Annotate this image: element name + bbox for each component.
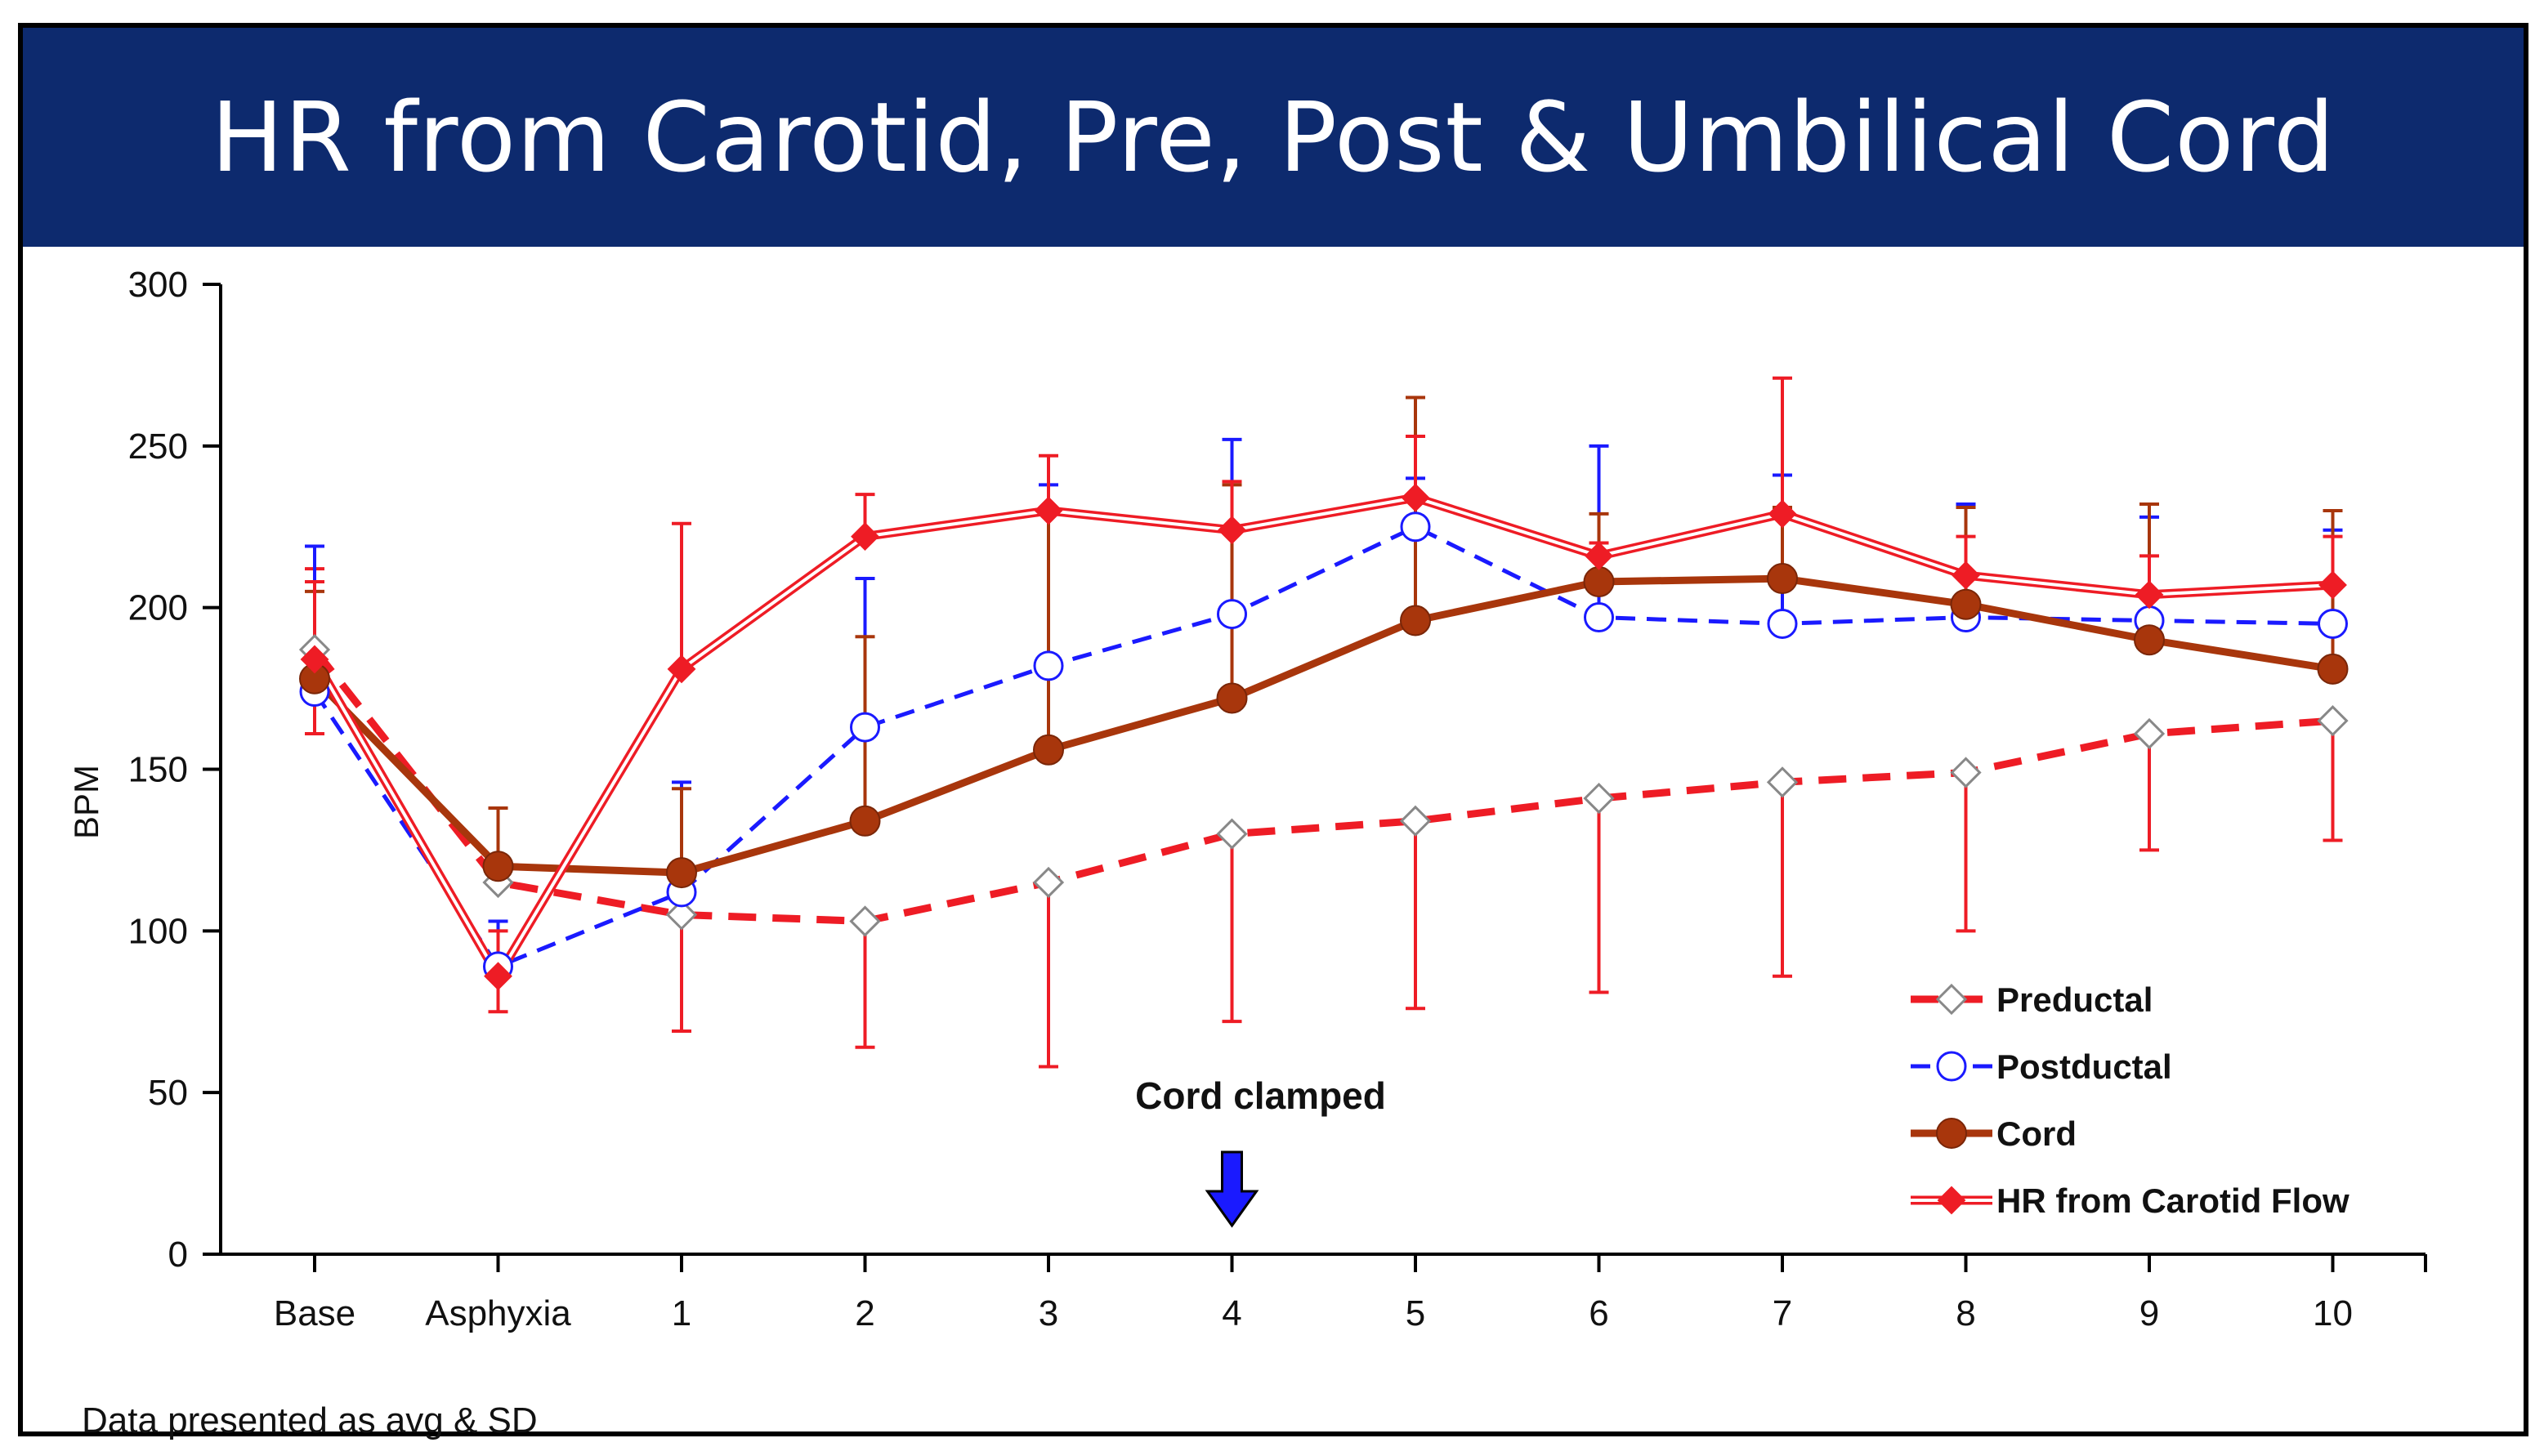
x-tick-label: 8 — [1956, 1293, 1975, 1333]
error-bars-layer — [305, 378, 2343, 1067]
legend-marker-preductal — [1938, 985, 1965, 1013]
preductal-point — [1402, 807, 1429, 835]
cord-point — [1585, 567, 1614, 596]
y-tick-label: 250 — [128, 427, 188, 467]
series-lines-layer — [315, 498, 2333, 976]
cord-clamped-arrow — [1208, 1152, 1257, 1226]
y-tick-label: 0 — [168, 1235, 188, 1275]
y-axis-title: BPM — [67, 765, 105, 839]
legend-item-hr-from-carotid-flow: HR from Carotid Flow — [1911, 1181, 2350, 1220]
hr-from-carotid-flow-point — [1219, 517, 1245, 543]
cord-point — [851, 806, 880, 836]
hr-from-carotid-flow-point — [2320, 572, 2346, 598]
legend-label-cord: Cord — [1996, 1114, 2077, 1153]
cord-line — [315, 578, 2333, 873]
x-tick-label: 6 — [1589, 1293, 1608, 1333]
legend-label-preductal: Preductal — [1996, 980, 2153, 1019]
legend-item-postductal: Postductal — [1911, 1047, 2172, 1086]
cord-point — [484, 851, 513, 881]
x-tick-label: 4 — [1222, 1293, 1241, 1333]
x-tick-label: 2 — [855, 1293, 874, 1333]
postductal-point — [852, 713, 879, 741]
preductal-point — [1768, 768, 1796, 796]
cord-point — [2135, 625, 2164, 654]
hr-from-carotid-flow-point — [1953, 562, 1979, 588]
y-tick-label: 200 — [128, 588, 188, 628]
preductal-point — [852, 907, 879, 935]
legend-marker-postductal — [1938, 1052, 1965, 1080]
x-tick-label: 3 — [1039, 1293, 1058, 1333]
cord-point — [667, 858, 696, 887]
axes-layer: 0 50 100 150 200 250 300 Base Asphyxia 1 2 3 4 5 6 7 8 9 1… — [67, 265, 2426, 1333]
y-tick-label: 50 — [148, 1073, 188, 1113]
postductal-point — [1585, 604, 1613, 632]
y-tick-label: 150 — [128, 750, 188, 790]
markers-layer — [300, 485, 2348, 989]
hr-from-carotid-flow-point — [1035, 498, 1062, 524]
hr-from-carotid-flow-point — [2136, 582, 2162, 608]
x-tick-label: 5 — [1406, 1293, 1425, 1333]
preductal-point — [2319, 707, 2347, 735]
postductal-point — [1768, 610, 1796, 637]
hr-from-carotid-flow-point — [1402, 485, 1428, 511]
cord-clamped-label: Cord clamped — [1135, 1074, 1386, 1117]
cord-point — [1218, 683, 1247, 712]
postductal-point — [1402, 513, 1429, 541]
legend: Preductal Postductal Cord HR from Carotid F… — [1911, 980, 2350, 1220]
hr-from-carotid-flow-point — [1769, 501, 1795, 527]
x-tick-label: Base — [274, 1293, 355, 1333]
y-tick-label: 300 — [128, 265, 188, 305]
cord-point — [1401, 605, 1430, 635]
preductal-point — [2135, 720, 2163, 748]
legend-item-cord: Cord — [1911, 1114, 2077, 1153]
postductal-point — [1218, 601, 1246, 628]
legend-item-preductal: Preductal — [1911, 980, 2153, 1019]
legend-marker-cord — [1937, 1119, 1966, 1148]
preductal-point — [1035, 869, 1062, 896]
hr-from-carotid-flow-point — [1586, 543, 1612, 569]
x-tick-label: 10 — [2313, 1293, 2353, 1333]
legend-marker-hr-from-carotid-flow — [1938, 1187, 1965, 1213]
postductal-point — [1035, 652, 1062, 680]
preductal-point — [1218, 820, 1246, 848]
postductal-point — [2319, 610, 2347, 637]
x-tick-label: 1 — [672, 1293, 691, 1333]
legend-label-hr-from-carotid-flow: HR from Carotid Flow — [1996, 1181, 2350, 1220]
preductal-point — [1585, 784, 1613, 812]
y-tick-label: 100 — [128, 911, 188, 951]
preductal-point — [1952, 758, 1980, 786]
cord-point — [1768, 564, 1797, 593]
cord-point — [1952, 590, 1981, 619]
chart-svg: 0 50 100 150 200 250 300 Base Asphyxia 1 2 3 4 5 6 7 8 9 1… — [0, 0, 2544, 1456]
x-tick-label: Asphyxia — [425, 1293, 571, 1333]
cord-point — [1034, 735, 1063, 765]
legend-label-postductal: Postductal — [1996, 1047, 2172, 1086]
x-tick-label: 7 — [1773, 1293, 1792, 1333]
x-tick-label: 9 — [2139, 1293, 2159, 1333]
cord-point — [2318, 654, 2348, 684]
annotation-layer: Cord clamped — [1135, 1074, 1386, 1226]
preductal-line — [315, 650, 2333, 921]
